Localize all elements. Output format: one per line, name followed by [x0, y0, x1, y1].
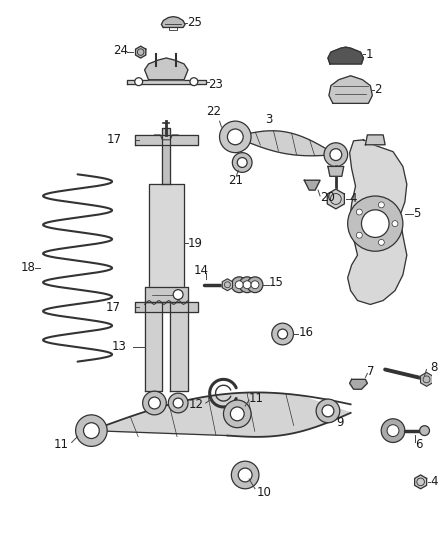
Polygon shape: [328, 166, 344, 176]
Circle shape: [357, 232, 362, 238]
Polygon shape: [350, 379, 367, 389]
Polygon shape: [415, 475, 427, 489]
Text: 11: 11: [249, 392, 264, 405]
Circle shape: [135, 78, 143, 86]
Circle shape: [420, 426, 430, 435]
Circle shape: [219, 121, 251, 152]
Text: 11: 11: [54, 438, 69, 451]
Polygon shape: [327, 189, 344, 209]
Circle shape: [387, 425, 399, 437]
Polygon shape: [328, 47, 364, 64]
Polygon shape: [145, 303, 162, 391]
Polygon shape: [161, 17, 185, 28]
Text: 1: 1: [365, 47, 373, 61]
Circle shape: [361, 210, 389, 237]
Text: 17: 17: [105, 301, 120, 314]
Circle shape: [251, 281, 259, 289]
Text: 21: 21: [228, 174, 244, 187]
Text: 12: 12: [189, 399, 204, 411]
Text: 8: 8: [431, 361, 438, 374]
Circle shape: [223, 400, 251, 427]
Text: 4: 4: [350, 192, 357, 206]
Polygon shape: [145, 58, 188, 80]
Polygon shape: [170, 303, 188, 391]
Circle shape: [76, 415, 107, 447]
Text: 24: 24: [113, 44, 128, 56]
Circle shape: [235, 281, 243, 289]
Polygon shape: [235, 131, 336, 156]
Polygon shape: [162, 128, 170, 184]
Text: 22: 22: [206, 105, 221, 118]
Circle shape: [231, 277, 247, 293]
Circle shape: [168, 393, 188, 413]
Text: 10: 10: [257, 486, 272, 499]
Polygon shape: [304, 180, 320, 190]
Text: 23: 23: [208, 78, 223, 91]
Text: 25: 25: [187, 16, 202, 29]
Circle shape: [357, 209, 362, 215]
Text: 9: 9: [336, 416, 343, 429]
Circle shape: [378, 202, 384, 208]
Polygon shape: [135, 303, 198, 312]
Circle shape: [232, 152, 252, 172]
Text: 4: 4: [431, 475, 438, 488]
Text: 5: 5: [413, 207, 420, 220]
Text: 15: 15: [269, 276, 284, 289]
Circle shape: [148, 397, 160, 409]
Circle shape: [272, 323, 293, 345]
Circle shape: [316, 399, 340, 423]
Text: 7: 7: [367, 365, 375, 378]
Circle shape: [278, 329, 287, 339]
Circle shape: [324, 143, 348, 166]
Polygon shape: [348, 140, 407, 304]
Polygon shape: [420, 373, 432, 386]
Polygon shape: [135, 135, 198, 145]
Polygon shape: [365, 135, 385, 145]
Polygon shape: [145, 287, 188, 303]
Text: 14: 14: [194, 264, 209, 278]
Circle shape: [348, 196, 403, 251]
Circle shape: [173, 289, 183, 300]
Circle shape: [231, 461, 259, 489]
Text: 18: 18: [21, 262, 35, 274]
Text: 17: 17: [107, 133, 122, 147]
Text: 19: 19: [188, 237, 203, 250]
Circle shape: [247, 277, 263, 293]
Circle shape: [392, 221, 398, 227]
Text: 20: 20: [320, 191, 335, 205]
Polygon shape: [127, 80, 206, 84]
Polygon shape: [92, 392, 351, 437]
Circle shape: [239, 277, 255, 293]
Text: 2: 2: [374, 83, 382, 96]
Polygon shape: [223, 279, 233, 290]
Text: 13: 13: [112, 341, 127, 353]
Polygon shape: [135, 46, 146, 58]
Circle shape: [143, 391, 166, 415]
Circle shape: [322, 405, 334, 417]
Circle shape: [243, 281, 251, 289]
Circle shape: [84, 423, 99, 439]
Circle shape: [230, 407, 244, 421]
Circle shape: [173, 398, 183, 408]
Text: 3: 3: [265, 112, 272, 126]
Circle shape: [237, 158, 247, 167]
Polygon shape: [148, 184, 184, 303]
Circle shape: [238, 468, 252, 482]
Circle shape: [190, 78, 198, 86]
Text: 6: 6: [415, 438, 422, 451]
Polygon shape: [329, 76, 372, 103]
Circle shape: [378, 239, 384, 245]
Text: 16: 16: [298, 326, 313, 338]
Circle shape: [330, 149, 342, 160]
Circle shape: [381, 419, 405, 442]
Circle shape: [227, 129, 243, 145]
